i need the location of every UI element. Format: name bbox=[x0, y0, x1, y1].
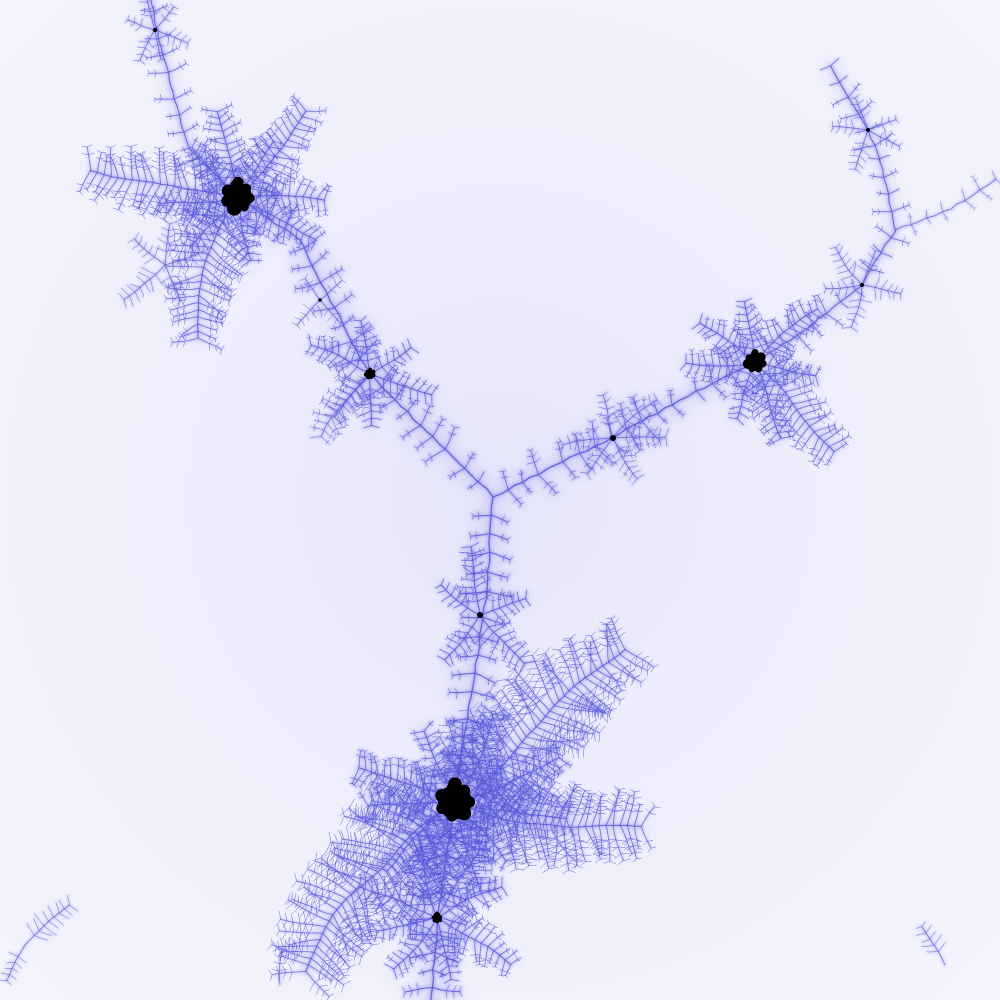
filament-path bbox=[6, 0, 997, 997]
fractal-bulb bbox=[866, 128, 870, 132]
fractal-bulb bbox=[318, 298, 322, 302]
filament-path bbox=[155, 106, 630, 977]
fractal-bulb bbox=[152, 27, 158, 33]
fractal-bulb bbox=[221, 176, 255, 216]
fractal-bulb bbox=[435, 777, 476, 822]
filament-path bbox=[907, 174, 994, 234]
fractal-bulb bbox=[477, 612, 483, 618]
filament-path bbox=[222, 170, 1000, 899]
filament-path bbox=[159, 110, 627, 973]
fractal-bulb bbox=[742, 348, 767, 373]
fractal-bulb bbox=[431, 911, 443, 924]
fractal-bulb bbox=[610, 435, 616, 441]
fractal-bulb bbox=[860, 283, 864, 287]
fractal-bulb bbox=[363, 367, 376, 380]
bulb-layer bbox=[152, 27, 870, 924]
filament-path bbox=[5, 0, 946, 982]
